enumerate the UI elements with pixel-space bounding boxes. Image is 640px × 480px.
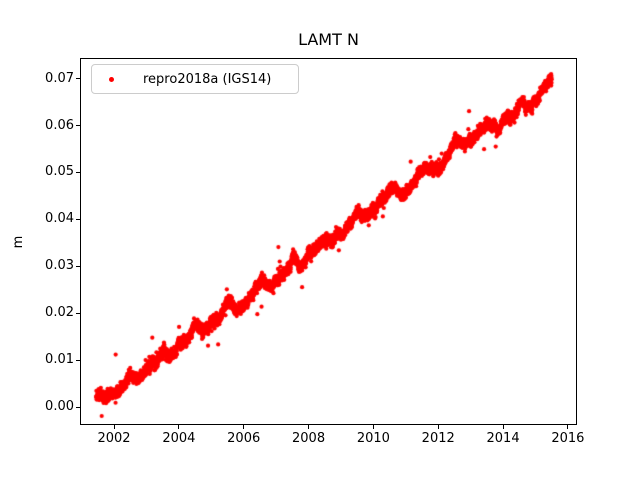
y-tick-label: 0.07 (45, 70, 74, 86)
y-tick-mark (76, 171, 80, 173)
y-tick-mark (76, 78, 80, 80)
scatter-canvas (80, 58, 576, 424)
y-tick-mark (76, 218, 80, 220)
y-tick-label: 0.02 (45, 305, 74, 321)
chart-title: LAMT N (298, 30, 359, 49)
x-tick-mark (243, 425, 245, 429)
x-tick-mark (502, 425, 504, 429)
y-tick-label: 0.00 (45, 399, 74, 415)
legend-marker-dot (109, 76, 114, 82)
x-tick-mark (308, 425, 310, 429)
legend-label: repro2018a (IGS14) (143, 71, 272, 87)
y-tick-label: 0.03 (45, 258, 74, 274)
y-tick-label: 0.06 (45, 117, 74, 133)
x-tick-label: 2016 (551, 431, 585, 446)
x-tick-label: 2010 (356, 431, 390, 446)
x-tick-label: 2014 (486, 431, 520, 446)
y-axis-label: m (11, 235, 26, 249)
legend: repro2018a (IGS14) (91, 64, 299, 94)
y-tick-label: 0.01 (45, 352, 74, 368)
y-tick-label: 0.05 (45, 164, 74, 180)
x-tick-mark (567, 425, 569, 429)
x-tick-label: 2002 (97, 431, 131, 446)
y-tick-mark (76, 312, 80, 314)
x-tick-mark (178, 425, 180, 429)
x-tick-mark (437, 425, 439, 429)
x-tick-label: 2006 (227, 431, 261, 446)
y-tick-mark (76, 359, 80, 361)
x-tick-label: 2008 (292, 431, 326, 446)
x-tick-label: 2004 (162, 431, 196, 446)
y-tick-mark (76, 125, 80, 127)
x-tick-mark (113, 425, 115, 429)
y-tick-mark (76, 265, 80, 267)
x-tick-label: 2012 (421, 431, 455, 446)
x-tick-mark (372, 425, 374, 429)
y-tick-label: 0.04 (45, 211, 74, 227)
y-tick-mark (76, 406, 80, 408)
